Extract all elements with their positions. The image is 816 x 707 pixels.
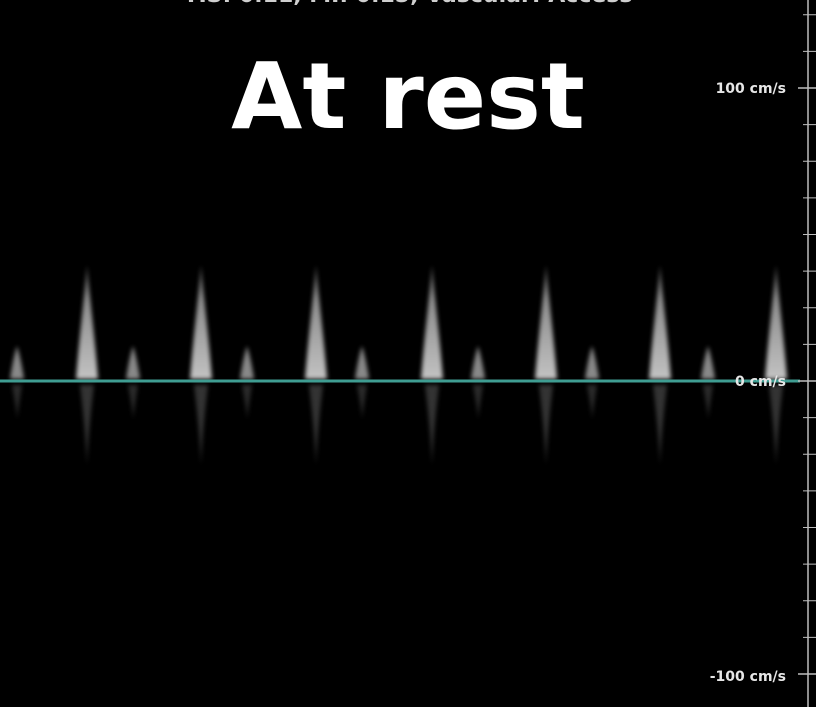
reverse-flow xyxy=(357,385,367,420)
reverse-flow xyxy=(309,385,323,465)
systolic-peak xyxy=(649,265,671,379)
scale-label: 0 cm/s xyxy=(735,374,786,390)
reverse-flow xyxy=(194,385,208,465)
reverse-flow xyxy=(653,385,667,465)
diastolic-bump xyxy=(240,346,254,379)
diastolic-bump xyxy=(471,346,485,379)
title: At rest xyxy=(231,43,585,150)
scale-ticks xyxy=(798,14,816,675)
systolic-peak xyxy=(190,265,212,379)
reverse-flow xyxy=(128,385,138,420)
status-text: TIS: 0.11, MI: 0.15, Vascular: Access xyxy=(183,0,632,8)
diastolic-bump xyxy=(701,346,715,379)
diastolic-bump xyxy=(585,346,599,379)
reverse-flow xyxy=(539,385,553,465)
reverse-flow xyxy=(703,385,713,420)
scale-label: -100 cm/s xyxy=(710,669,786,685)
scale-label: 100 cm/s xyxy=(716,81,786,97)
reverse-flow xyxy=(769,385,783,465)
reverse-flow xyxy=(587,385,597,420)
reverse-flow xyxy=(12,385,22,420)
diastolic-bump xyxy=(126,346,140,379)
systolic-peak xyxy=(76,265,98,379)
reverse-flow xyxy=(242,385,252,420)
diastolic-bump xyxy=(10,346,24,379)
reverse-flow xyxy=(425,385,439,465)
diastolic-bump xyxy=(355,346,369,379)
reverse-flow xyxy=(80,385,94,465)
systolic-peak xyxy=(535,265,557,379)
spectral-waveform xyxy=(10,265,787,465)
systolic-peak xyxy=(421,265,443,379)
systolic-peak xyxy=(765,265,787,379)
systolic-peak xyxy=(305,265,327,379)
reverse-flow xyxy=(473,385,483,420)
